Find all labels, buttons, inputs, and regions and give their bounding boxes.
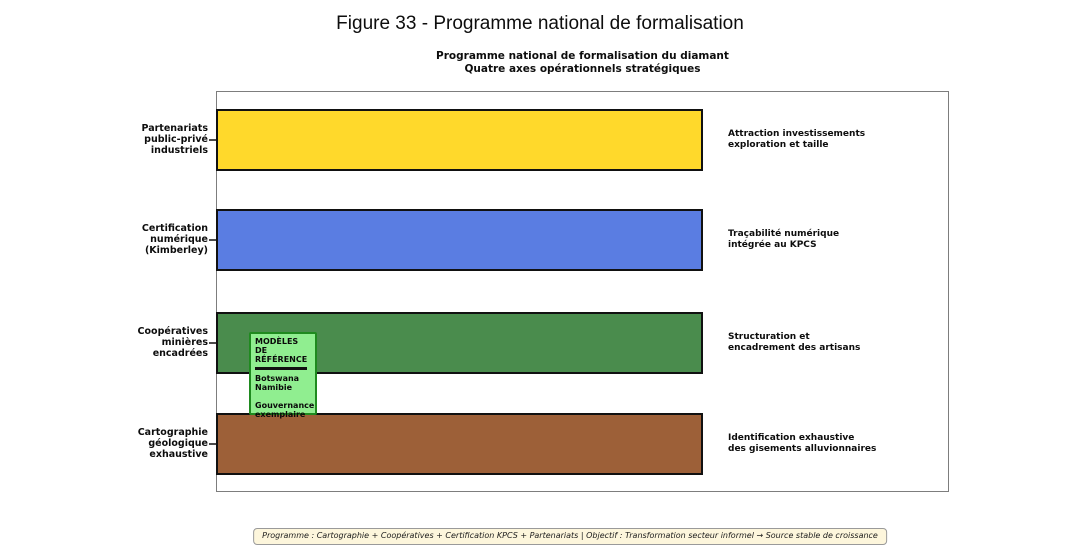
reference-models-box: MODÈLES DE RÉFÉRENCE Botswana Namibie Go…: [249, 332, 317, 419]
annotation-line: Traçabilité numérique: [728, 229, 840, 239]
ylabel-cooperatives: Coopératives minières encadrées: [40, 326, 208, 359]
annotation-line: des gisements alluvionnaires: [728, 444, 877, 454]
y-tick-1: [209, 139, 216, 141]
ylabel-line: (Kimberley): [144, 244, 208, 256]
bar-certification: [216, 209, 703, 271]
refbox-spacer: [255, 392, 311, 401]
refbox-country: Botswana: [255, 373, 300, 383]
refbox-footer-line: exemplaire: [255, 409, 306, 419]
chart-title: Programme national de formalisation du d…: [216, 50, 949, 75]
chart-title-line1: Programme national de formalisation du d…: [436, 50, 729, 62]
bar-cartographie: [216, 413, 703, 475]
ylabel-line: public-privé: [144, 133, 208, 145]
ylabel-line: exhaustive: [149, 448, 208, 460]
annotation-line: Attraction investissements: [728, 129, 866, 139]
annotation-cooperatives: Structuration et encadrement des artisan…: [728, 332, 860, 354]
ylabel-line: Cartographie: [137, 427, 208, 438]
refbox-heading-line: RÉFÉRENCE: [255, 355, 308, 364]
ylabel-line: géologique: [148, 437, 208, 449]
ylabel-line: Certification: [141, 223, 208, 234]
y-tick-3: [209, 342, 216, 344]
chart-title-line2: Quatre axes opérationnels stratégiques: [464, 62, 701, 75]
refbox-divider: [255, 367, 307, 370]
annotation-line: Identification exhaustive: [728, 433, 855, 443]
refbox-country: Namibie: [255, 382, 293, 392]
annotation-cartographie: Identification exhaustive des gisements …: [728, 433, 876, 455]
ylabel-line: numérique: [150, 233, 208, 245]
figure-title: Figure 33 - Programme national de formal…: [336, 13, 744, 34]
annotation-line: encadrement des artisans: [728, 343, 861, 353]
summary-caption: Programme : Cartographie + Coopératives …: [253, 528, 887, 545]
y-tick-4: [209, 443, 216, 445]
ylabel-line: industriels: [150, 144, 208, 156]
annotation-line: intégrée au KPCS: [728, 240, 817, 250]
bar-partenariats: [216, 109, 703, 171]
refbox-heading-line: MODÈLES DE: [255, 337, 299, 355]
ylabel-cartographie: Cartographie géologique exhaustive: [40, 427, 208, 460]
ylabel-line: encadrées: [152, 347, 208, 359]
ylabel-line: Partenariats: [141, 123, 208, 134]
ylabel-line: minières: [161, 336, 208, 348]
y-tick-2: [209, 239, 216, 241]
annotation-partenariats: Attraction investissements exploration e…: [728, 129, 865, 151]
ylabel-line: Coopératives: [137, 326, 208, 337]
annotation-line: Structuration et: [728, 332, 810, 342]
ylabel-certification: Certification numérique (Kimberley): [40, 223, 208, 256]
annotation-line: exploration et taille: [728, 140, 829, 150]
annotation-certification: Traçabilité numérique intégrée au KPCS: [728, 229, 839, 251]
refbox-footer-line: Gouvernance: [255, 400, 315, 410]
ylabel-partenariats: Partenariats public-privé industriels: [40, 123, 208, 156]
